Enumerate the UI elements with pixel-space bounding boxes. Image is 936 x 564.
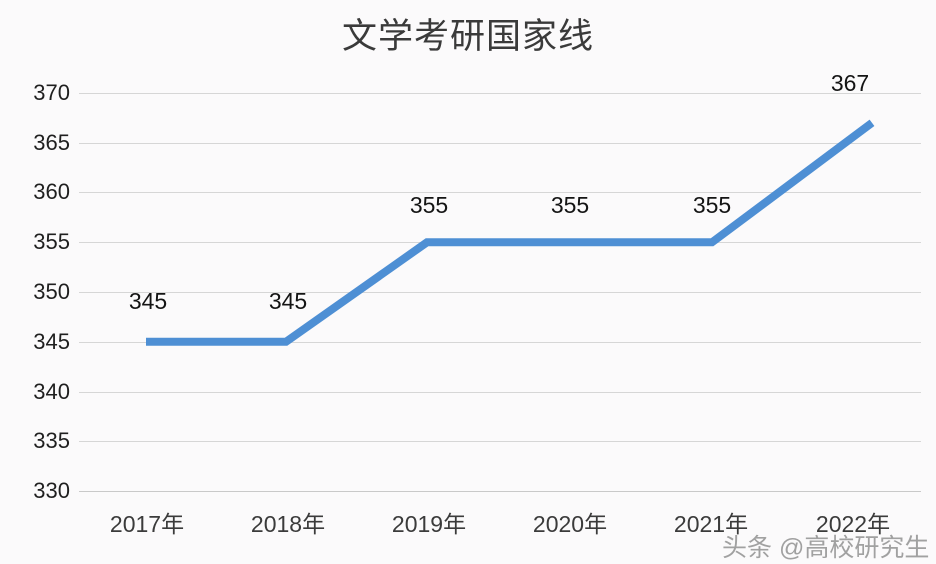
data-label: 355 — [409, 192, 449, 218]
y-axis-tick-label: 365 — [33, 130, 70, 155]
watermark-text: 头条 @高校研究生 — [722, 534, 930, 562]
data-label: 345 — [268, 288, 308, 314]
x-axis-tick-label: 2020年 — [532, 511, 608, 537]
series-line-path — [146, 119, 875, 346]
gridline-345 — [79, 342, 921, 343]
y-axis-tick-label: 330 — [33, 478, 70, 503]
data-label: 367 — [830, 70, 870, 96]
data-label: 355 — [550, 192, 590, 218]
gridline-370 — [79, 93, 921, 94]
x-axis-tick-label: 2018年 — [250, 511, 326, 537]
y-axis-tick-label: 355 — [33, 229, 70, 254]
data-label: 355 — [692, 192, 732, 218]
y-axis-tick-label: 345 — [33, 329, 70, 354]
gridline-365 — [79, 143, 921, 144]
y-axis-tick-label: 340 — [33, 379, 70, 404]
gridline-360 — [79, 192, 921, 193]
gridline-335 — [79, 441, 921, 442]
x-axis-tick-label: 2022年 — [815, 511, 891, 537]
x-axis-line — [79, 491, 921, 492]
y-axis: 370 365 360 355 350 345 340 335 330 — [0, 0, 70, 564]
x-axis-tick-label: 2019年 — [391, 511, 467, 537]
y-axis-tick-label: 360 — [33, 179, 70, 204]
y-axis-tick-label: 370 — [33, 80, 70, 105]
chart-title: 文学考研国家线 — [341, 17, 594, 56]
y-axis-tick-label: 350 — [33, 279, 70, 304]
y-axis-tick-label: 335 — [33, 428, 70, 453]
x-axis-tick-label: 2017年 — [109, 511, 185, 537]
data-label: 345 — [128, 288, 168, 314]
gridline-350 — [79, 292, 921, 293]
gridline-340 — [79, 392, 921, 393]
x-axis-tick-label: 2021年 — [673, 511, 749, 537]
